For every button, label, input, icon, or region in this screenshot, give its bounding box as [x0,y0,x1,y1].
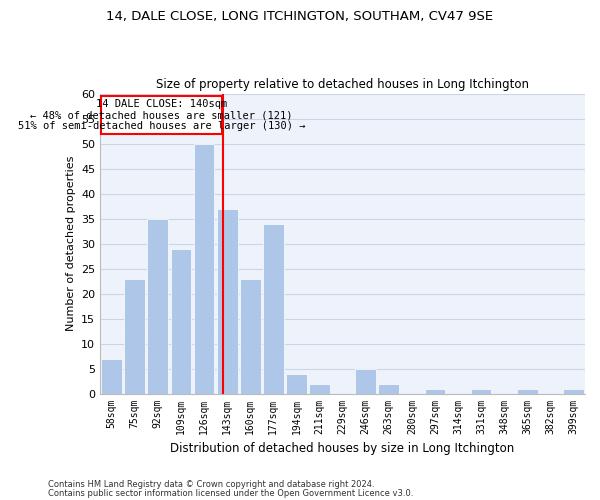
Bar [101,358,122,394]
Text: 51% of semi-detached houses are larger (130) →: 51% of semi-detached houses are larger (… [17,121,305,131]
Text: ← 48% of detached houses are smaller (121): ← 48% of detached houses are smaller (12… [30,110,293,120]
Title: Size of property relative to detached houses in Long Itchington: Size of property relative to detached ho… [156,78,529,91]
Bar [170,248,191,394]
Bar [471,388,491,394]
Bar [563,388,584,394]
Bar [263,224,284,394]
Bar [124,278,145,394]
Bar [240,278,260,394]
Bar [309,384,330,394]
X-axis label: Distribution of detached houses by size in Long Itchington: Distribution of detached houses by size … [170,442,515,455]
Bar [425,388,445,394]
Bar [148,218,168,394]
Bar [355,368,376,394]
Text: Contains HM Land Registry data © Crown copyright and database right 2024.: Contains HM Land Registry data © Crown c… [48,480,374,489]
Text: 14 DALE CLOSE: 140sqm: 14 DALE CLOSE: 140sqm [95,98,227,108]
Bar [217,208,238,394]
Text: 14, DALE CLOSE, LONG ITCHINGTON, SOUTHAM, CV47 9SE: 14, DALE CLOSE, LONG ITCHINGTON, SOUTHAM… [106,10,494,23]
FancyBboxPatch shape [101,96,222,134]
Bar [379,384,399,394]
Bar [194,144,214,394]
Bar [517,388,538,394]
Text: Contains public sector information licensed under the Open Government Licence v3: Contains public sector information licen… [48,489,413,498]
Bar [286,374,307,394]
Y-axis label: Number of detached properties: Number of detached properties [65,156,76,331]
